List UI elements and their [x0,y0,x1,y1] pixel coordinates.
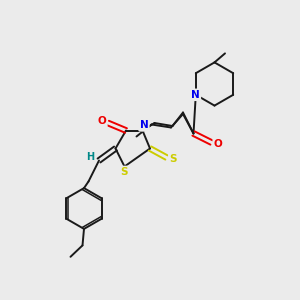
Text: N: N [140,120,148,130]
Text: N: N [191,90,200,100]
Text: H: H [86,152,94,162]
Text: S: S [169,154,177,164]
Text: O: O [98,116,106,127]
Text: O: O [214,139,223,149]
Text: S: S [120,167,127,177]
